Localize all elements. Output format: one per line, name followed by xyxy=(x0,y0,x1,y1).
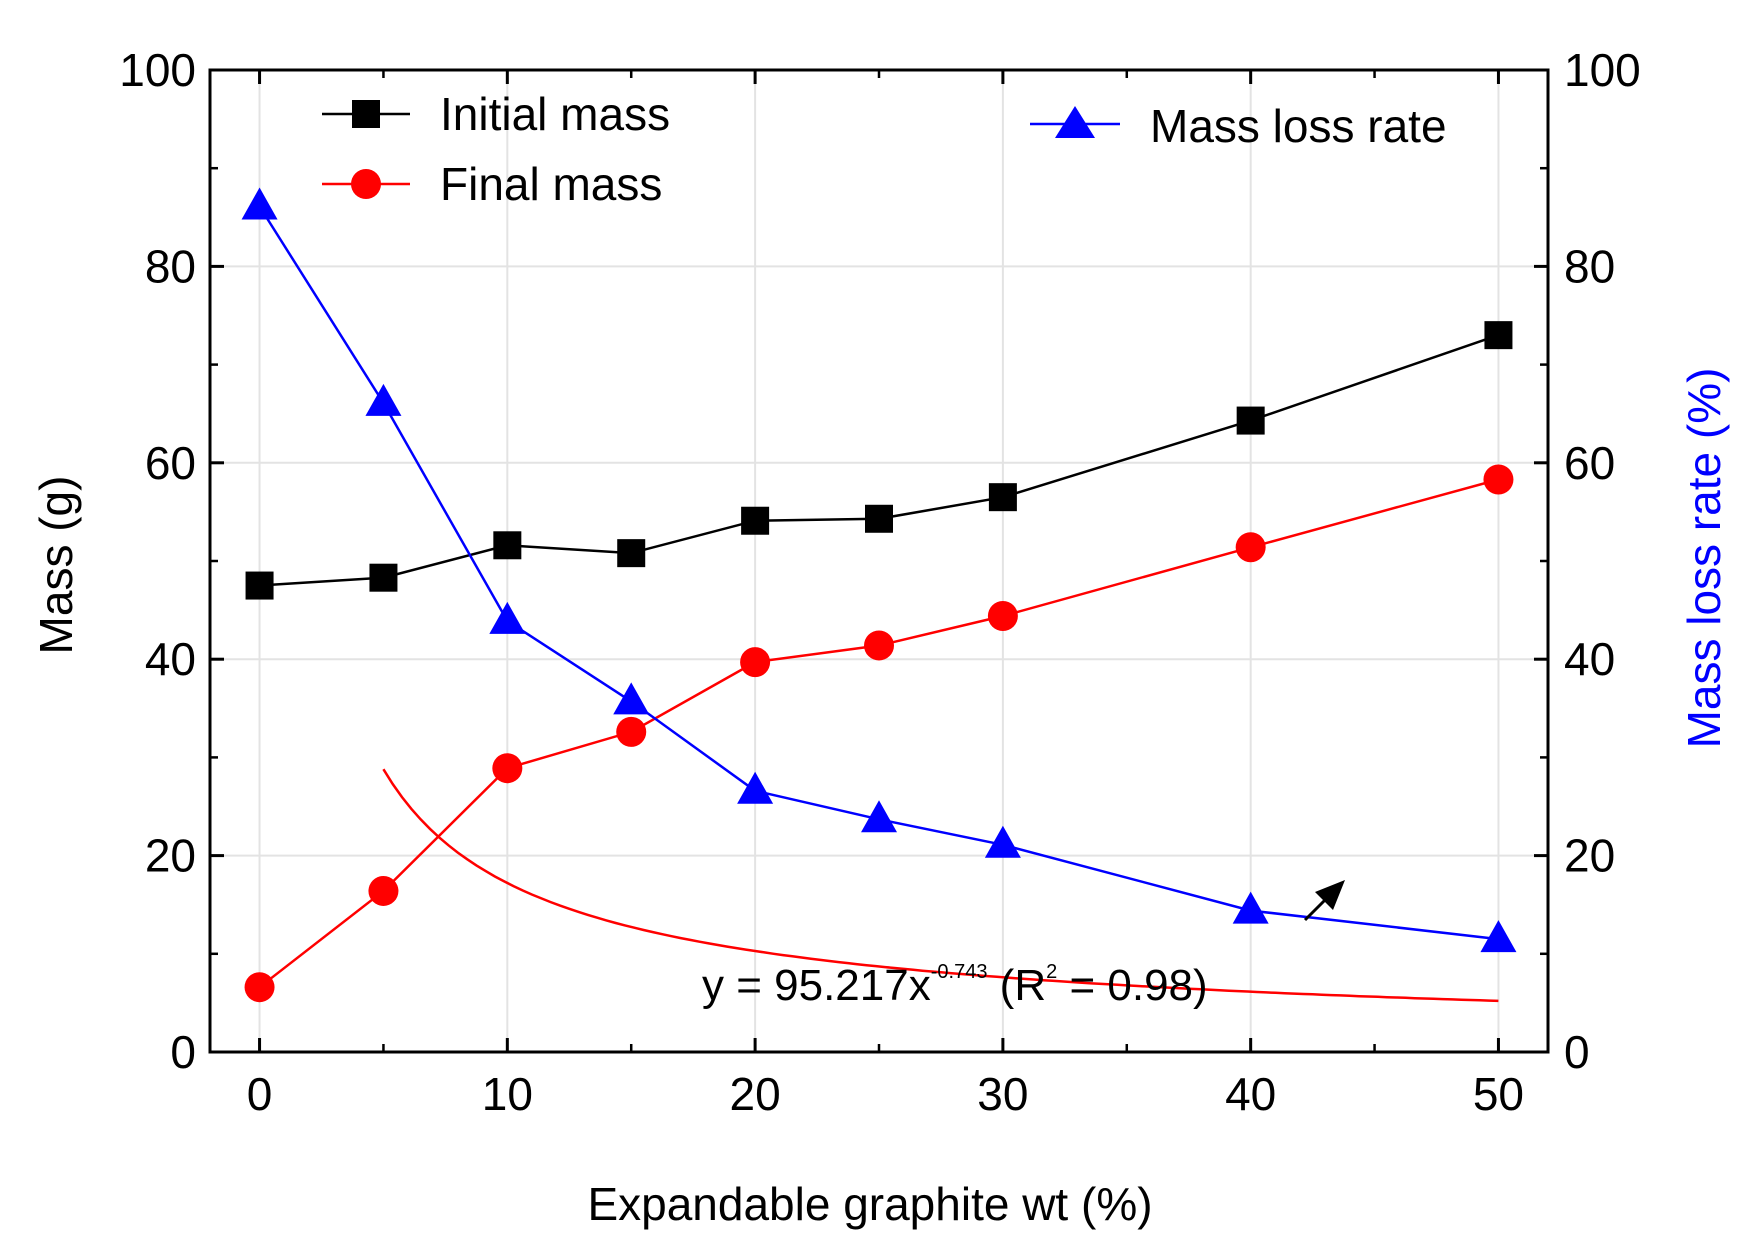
y2-tick-label: 20 xyxy=(1564,830,1615,882)
y2-axis-title: Mass loss rate (%) xyxy=(1678,368,1730,749)
initial-mass-point xyxy=(245,571,274,600)
initial-mass-point xyxy=(369,563,398,592)
x-tick-label: 0 xyxy=(247,1068,273,1120)
fit-equation-exponent: -0.743 xyxy=(931,961,988,983)
fit-equation-suffix: = 0.98) xyxy=(1057,961,1207,1010)
series-initial-mass xyxy=(245,321,1513,600)
series-mass-loss-rate xyxy=(241,187,1517,953)
final-mass-point xyxy=(864,630,894,661)
final-mass-point xyxy=(616,716,647,747)
legend-final-mass-marker xyxy=(351,169,381,199)
plot-frame xyxy=(208,68,1550,1054)
y2-tick-label: 0 xyxy=(1564,1026,1590,1078)
final-mass-point xyxy=(492,753,523,784)
y-tick-label: 20 xyxy=(145,830,196,882)
series-final-mass xyxy=(244,464,1514,1003)
final-mass-point xyxy=(1483,464,1514,495)
x-tick-label: 20 xyxy=(730,1068,781,1120)
fit-equation: y = 95.217x-0.743 (R2 = 0.98) xyxy=(702,961,1208,1010)
x-tick-label: 10 xyxy=(482,1068,533,1120)
mass-loss-rate-point xyxy=(1232,891,1269,924)
series-layer xyxy=(241,187,1517,1003)
initial-mass-point xyxy=(741,506,770,535)
legend-initial-mass-label: Initial mass xyxy=(440,88,670,140)
mass-loss-rate-point xyxy=(613,682,650,715)
final-mass-point xyxy=(987,600,1018,631)
fit-curve-layer xyxy=(382,768,1499,1003)
mass-loss-rate-point xyxy=(1480,920,1517,953)
mass-loss-rate-point xyxy=(737,771,774,804)
legend-left: Initial mass Final mass xyxy=(322,88,670,210)
y-tick-label: 80 xyxy=(145,240,196,292)
initial-mass-point xyxy=(1484,321,1513,350)
x-axis-title: Expandable graphite wt (%) xyxy=(587,1178,1152,1230)
initial-mass-point xyxy=(1236,406,1265,435)
mass-loss-rate-point xyxy=(984,825,1021,858)
y2-tick-label: 100 xyxy=(1564,44,1641,96)
x-tick-label: 40 xyxy=(1225,1068,1276,1120)
fit-curve xyxy=(382,768,1499,1003)
initial-mass-point xyxy=(493,531,522,560)
legend-mass-loss-rate-marker xyxy=(1055,106,1095,138)
y-axis-title: Mass (g) xyxy=(30,476,82,655)
grid xyxy=(210,69,1548,1053)
y-tick-label: 0 xyxy=(170,1026,196,1078)
final-mass-point xyxy=(368,875,399,906)
initial-mass-line xyxy=(259,333,1499,587)
fit-equation-middle: (R xyxy=(987,961,1046,1010)
y2-tick-label: 80 xyxy=(1564,240,1615,292)
y2-tick-label: 60 xyxy=(1564,437,1615,489)
mass-loss-rate-point xyxy=(861,800,897,833)
x-tick-label: 50 xyxy=(1473,1068,1524,1120)
y-tick-label: 100 xyxy=(119,44,196,96)
final-mass-point xyxy=(740,647,771,678)
y2-tick-label: 40 xyxy=(1564,633,1615,685)
mass-loss-rate-point xyxy=(489,601,526,634)
initial-mass-point xyxy=(988,483,1017,512)
fit-equation-prefix: y = 95.217x xyxy=(702,961,931,1010)
legend-right: Mass loss rate xyxy=(1030,100,1447,152)
y-tick-label: 60 xyxy=(145,437,196,489)
initial-mass-point xyxy=(865,504,893,533)
legend-mass-loss-rate-label: Mass loss rate xyxy=(1150,100,1447,152)
y-tick-label: 40 xyxy=(145,633,196,685)
mass-loss-rate-point xyxy=(241,187,278,220)
x-tick-label: 30 xyxy=(977,1068,1028,1120)
legend-initial-mass-marker xyxy=(352,100,380,128)
fit-annotation-arrow xyxy=(1303,880,1345,922)
legend-final-mass-label: Final mass xyxy=(440,158,662,210)
final-mass-point xyxy=(1235,532,1266,563)
fit-equation-r-sup: 2 xyxy=(1046,961,1057,983)
initial-mass-point xyxy=(617,539,646,568)
axes: 0 10 20 30 40 50 0 20 40 60 80 100 0 20 40 60 80 100 xyxy=(119,44,1641,1120)
mass-loss-rate-point xyxy=(365,383,402,416)
final-mass-point xyxy=(244,972,275,1003)
